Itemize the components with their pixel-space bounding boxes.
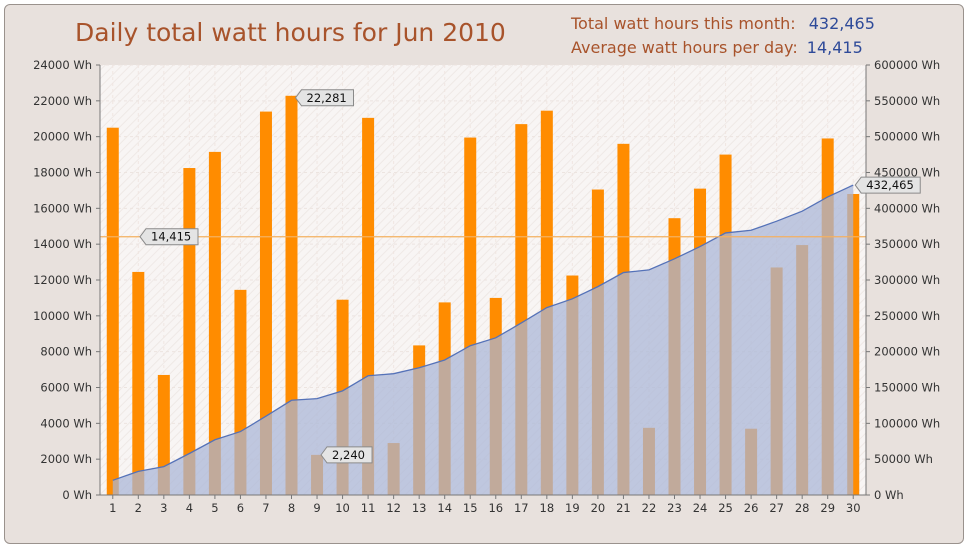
max-callout-text: 22,281 [307, 91, 347, 105]
left-tick-label: 20000 Wh [33, 130, 92, 144]
left-tick-label: 4000 Wh [40, 416, 92, 430]
right-tick-label: 50000 Wh [874, 452, 933, 466]
bar [285, 95, 298, 495]
x-tick-label: 29 [820, 501, 835, 515]
x-tick-label: 30 [846, 501, 861, 515]
x-tick-label: 1 [109, 501, 116, 515]
max-callout-box [294, 89, 354, 107]
x-tick-label: 12 [386, 501, 401, 515]
x-tick-label: 5 [211, 501, 218, 515]
total-callout: 432,465 [854, 176, 921, 194]
x-tick-label: 15 [463, 501, 478, 515]
average-callout-box [139, 228, 199, 246]
min-callout-text: 2,240 [332, 448, 365, 462]
average-summary: Average watt hours per day: 14,415 [571, 38, 863, 57]
x-tick-label: 24 [693, 501, 708, 515]
x-tick-label: 26 [744, 501, 759, 515]
x-tick-label: 10 [335, 501, 350, 515]
left-tick-label: 12000 Wh [33, 273, 92, 287]
x-tick-label: 28 [795, 501, 810, 515]
bar [259, 111, 272, 495]
bar [208, 151, 221, 496]
right-tick-label: 100000 Wh [874, 416, 940, 430]
x-tick-label: 22 [642, 501, 657, 515]
right-tick-label: 300000 Wh [874, 273, 940, 287]
x-tick-label: 6 [237, 501, 244, 515]
bar [132, 271, 145, 495]
right-tick-label: 400000 Wh [874, 201, 940, 215]
cumulative-area [112, 185, 854, 495]
x-tick-label: 7 [262, 501, 269, 515]
x-tick-label: 14 [437, 501, 452, 515]
bar [106, 127, 119, 495]
left-tick-label: 24000 Wh [33, 58, 92, 72]
right-tick-label: 200000 Wh [874, 345, 940, 359]
average-callout: 14,415 [139, 228, 199, 246]
average-value: 14,415 [806, 38, 863, 57]
left-tick-label: 6000 Wh [40, 381, 92, 395]
x-tick-label: 13 [412, 501, 427, 515]
total-value: 432,465 [808, 14, 875, 33]
right-tick-label: 350000 Wh [874, 237, 940, 251]
x-tick-label: 25 [718, 501, 733, 515]
right-tick-label: 550000 Wh [874, 94, 940, 108]
average-callout-text: 14,415 [151, 230, 191, 244]
chart-title: Daily total watt hours for Jun 2010 [75, 18, 506, 47]
x-tick-label: 8 [288, 501, 295, 515]
max-callout: 22,281 [294, 89, 354, 107]
right-tick-label: 150000 Wh [874, 381, 940, 395]
x-tick-label: 17 [514, 501, 529, 515]
bar [183, 168, 196, 496]
x-tick-label: 2 [135, 501, 142, 515]
average-label: Average watt hours per day: [571, 38, 798, 57]
x-tick-label: 4 [186, 501, 193, 515]
total-callout-box [854, 176, 921, 194]
x-tick-label: 19 [565, 501, 580, 515]
x-tick-label: 11 [361, 501, 376, 515]
left-tick-label: 10000 Wh [33, 309, 92, 323]
x-tick-label: 20 [591, 501, 606, 515]
left-tick-label: 16000 Wh [33, 201, 92, 215]
right-tick-label: 0 Wh [874, 488, 904, 502]
x-tick-label: 27 [769, 501, 784, 515]
total-callout-text: 432,465 [866, 178, 914, 192]
left-tick-label: 18000 Wh [33, 166, 92, 180]
left-tick-label: 0 Wh [62, 488, 92, 502]
total-summary: Total watt hours this month: 432,465 [571, 14, 875, 33]
right-tick-label: 500000 Wh [874, 130, 940, 144]
x-tick-label: 23 [667, 501, 682, 515]
x-tick-label: 9 [313, 501, 320, 515]
x-tick-label: 3 [160, 501, 167, 515]
x-tick-label: 18 [540, 501, 555, 515]
left-tick-label: 8000 Wh [40, 345, 92, 359]
min-callout-box [320, 446, 373, 464]
left-tick-label: 22000 Wh [33, 94, 92, 108]
x-tick-label: 16 [488, 501, 503, 515]
min-callout: 2,240 [320, 446, 373, 464]
left-tick-label: 2000 Wh [40, 452, 92, 466]
total-label: Total watt hours this month: [571, 14, 796, 33]
x-tick-label: 21 [616, 501, 631, 515]
right-tick-label: 250000 Wh [874, 309, 940, 323]
right-tick-label: 450000 Wh [874, 166, 940, 180]
left-tick-label: 14000 Wh [33, 237, 92, 251]
right-tick-label: 600000 Wh [874, 58, 940, 72]
cumulative-line [112, 184, 854, 481]
